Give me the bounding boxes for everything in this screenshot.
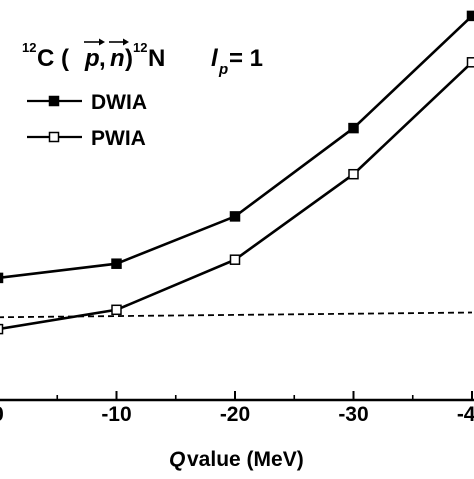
ejectile-label: n — [110, 45, 125, 72]
legend-marker-dwia — [50, 97, 59, 106]
legend-label-pwia: PWIA — [91, 127, 146, 150]
separator-label: , — [99, 45, 106, 72]
data-point-pwia-2 — [231, 255, 240, 264]
legend-item-pwia: PWIA — [27, 127, 146, 150]
target-nucleus-label: C ( — [37, 45, 69, 72]
x-axis-label: value (MeV) — [187, 448, 304, 471]
data-point-pwia-3 — [349, 170, 358, 179]
close-paren-label: ) — [125, 45, 133, 72]
data-point-dwia-0 — [0, 273, 3, 282]
series-line-pwia — [0, 62, 472, 329]
legend: DWIA PWIA — [27, 91, 147, 150]
residual-nucleus-label: N — [148, 45, 165, 72]
data-point-dwia-3 — [349, 124, 358, 133]
x-tick-label-0: 0 — [0, 403, 4, 426]
data-point-dwia-2 — [231, 212, 240, 221]
lp-symbol: l — [211, 45, 219, 72]
data-point-dwia-4 — [468, 11, 474, 20]
lp-subscript: p — [218, 61, 228, 78]
x-tick-label-4: -40 — [457, 403, 474, 426]
lp-label: l p = 1 — [211, 45, 263, 78]
target-mass-number: 12 — [22, 40, 36, 55]
x-tick-label-2: -20 — [220, 403, 250, 426]
axes: 0 -10 -20 -30 -40 — [0, 391, 474, 426]
x-axis-variable: Q — [169, 448, 185, 471]
reaction-label: 12 C ( p , n ) 12 N — [22, 39, 165, 73]
data-point-pwia-4 — [468, 58, 474, 67]
legend-marker-pwia — [50, 133, 59, 142]
x-axis-title: Q value (MeV) — [169, 448, 304, 471]
legend-item-dwia: DWIA — [27, 91, 147, 114]
data-point-pwia-0 — [0, 325, 3, 334]
projectile-label: p — [84, 45, 100, 72]
lp-value: = 1 — [229, 45, 263, 72]
x-tick-label-3: -30 — [338, 403, 368, 426]
legend-label-dwia: DWIA — [91, 91, 147, 114]
annotations: 12 C ( p , n ) 12 N l — [22, 39, 304, 472]
residual-mass-number: 12 — [133, 40, 147, 55]
data-point-pwia-1 — [112, 305, 121, 314]
data-point-dwia-1 — [112, 259, 121, 268]
x-tick-label-1: -10 — [101, 403, 131, 426]
